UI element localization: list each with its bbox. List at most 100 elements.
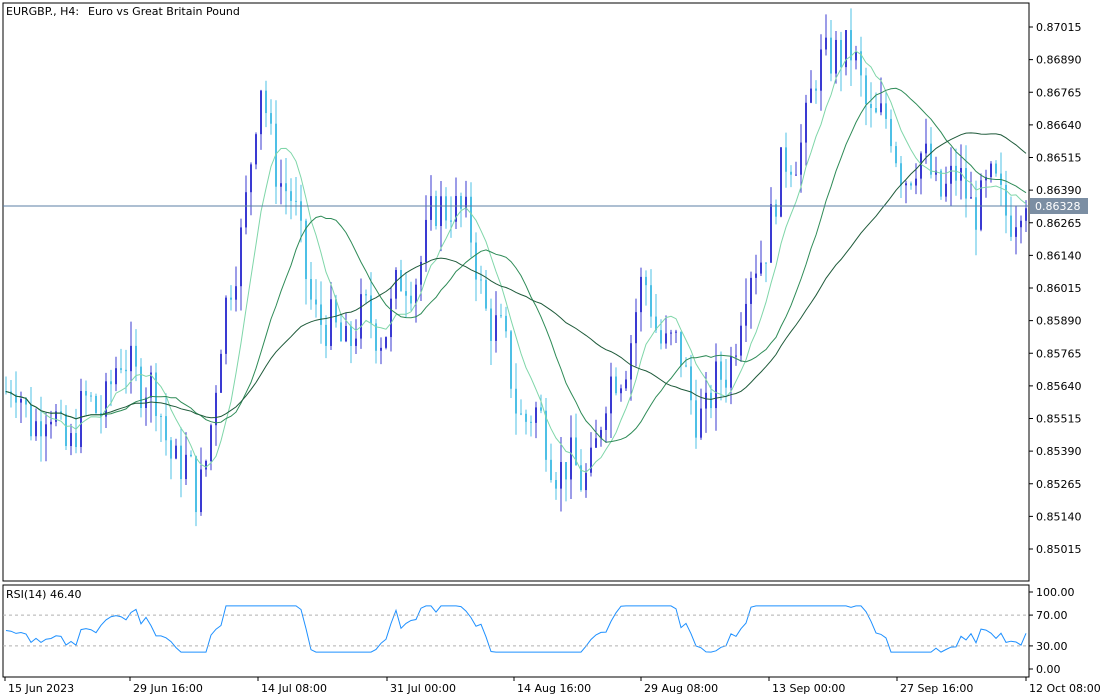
time-tick-label: 29 Aug 08:00 xyxy=(644,682,718,695)
rsi-tick-label: 70.00 xyxy=(1036,609,1068,622)
candle-body xyxy=(510,331,512,389)
candle-body xyxy=(965,168,967,199)
candle-body xyxy=(750,277,752,304)
candle-body xyxy=(990,163,992,178)
candle-body xyxy=(560,462,562,489)
price-tick-label: 0.85890 xyxy=(1036,315,1082,328)
candle-body xyxy=(585,472,587,491)
candle-body xyxy=(935,170,937,175)
candle-body xyxy=(915,178,917,186)
candle-body xyxy=(205,461,207,470)
candle-body xyxy=(400,270,402,292)
candle-body xyxy=(85,391,87,396)
candle-body xyxy=(45,424,47,437)
candle-body xyxy=(135,345,137,367)
candle-body xyxy=(150,372,152,398)
moving-average-line xyxy=(5,50,1027,473)
candle-body xyxy=(685,365,687,367)
rsi-line xyxy=(5,605,1027,653)
candle-body xyxy=(1025,208,1027,221)
candle-body xyxy=(855,51,857,61)
candle-body xyxy=(50,421,52,425)
candle-body xyxy=(20,399,22,403)
price-tick-label: 0.86390 xyxy=(1036,184,1082,197)
candle-body xyxy=(495,315,497,341)
candle-body xyxy=(365,294,367,296)
candle-body xyxy=(810,88,812,103)
candle-body xyxy=(520,413,522,415)
price-tick-label: 0.86890 xyxy=(1036,54,1082,67)
candle-body xyxy=(770,204,772,263)
candle-body xyxy=(725,379,727,388)
candle-body xyxy=(575,437,577,466)
candle-body xyxy=(610,376,612,414)
candle-body xyxy=(460,196,462,209)
candle-body xyxy=(800,142,802,175)
candle-body xyxy=(210,425,212,462)
candle-body xyxy=(190,454,192,457)
candle-body xyxy=(440,196,442,226)
candle-body xyxy=(805,102,807,143)
symbol-description: Euro vs Great Britain Pound xyxy=(88,5,240,18)
candle-body xyxy=(840,39,842,68)
candle-body xyxy=(595,438,597,448)
candle-body xyxy=(900,163,902,186)
current-price-value: 0.86328 xyxy=(1035,200,1081,213)
candle-body xyxy=(980,180,982,230)
time-tick-label: 27 Sep 16:00 xyxy=(900,682,973,695)
candle-body xyxy=(845,30,847,68)
candle-body xyxy=(215,392,217,426)
candle-body xyxy=(350,325,352,346)
candle-body xyxy=(115,368,117,385)
candle-body xyxy=(600,429,602,439)
symbol-label: EURGBP., H4: xyxy=(6,5,79,18)
candle-body xyxy=(420,261,422,285)
candle-body xyxy=(40,421,42,437)
candle-body xyxy=(680,331,682,366)
candle-body xyxy=(850,30,852,61)
candle-body xyxy=(455,196,457,222)
time-tick-label: 29 Jun 16:00 xyxy=(133,682,203,695)
candle-body xyxy=(165,416,167,441)
candle-body xyxy=(590,447,592,473)
candle-body xyxy=(260,90,262,135)
candle-body xyxy=(960,168,962,181)
candle-body xyxy=(920,153,922,179)
price-tick-label: 0.85015 xyxy=(1036,543,1082,556)
price-axis: 0.87015 0.86890 0.86765 0.86640 0.86515 0.863… xyxy=(1029,21,1082,556)
candle-body xyxy=(470,196,472,243)
candle-body xyxy=(465,196,467,209)
candle-body xyxy=(410,295,412,304)
price-tick-label: 0.86265 xyxy=(1036,217,1082,230)
price-tick-label: 0.85640 xyxy=(1036,380,1082,393)
candle-body xyxy=(280,183,282,187)
candle-body xyxy=(315,299,317,305)
candle-body xyxy=(255,134,257,165)
price-tick-label: 0.86515 xyxy=(1036,152,1082,165)
candle-body xyxy=(785,147,787,172)
candle-body xyxy=(570,437,572,480)
candle-body xyxy=(825,37,827,50)
candle-body xyxy=(320,304,322,325)
candle-body xyxy=(480,279,482,281)
candle-body xyxy=(270,113,272,124)
candle-body xyxy=(995,163,997,174)
candle-body xyxy=(985,177,987,181)
candle-body xyxy=(15,394,17,403)
candle-body xyxy=(950,165,952,184)
time-tick-label: 14 Aug 16:00 xyxy=(517,682,591,695)
candle-body xyxy=(835,39,837,74)
candle-body xyxy=(490,308,492,341)
candle-body xyxy=(540,407,542,411)
candle-body xyxy=(485,280,487,309)
candle-body xyxy=(705,392,707,409)
candle-body xyxy=(945,183,947,197)
rsi-tick-label: 0.00 xyxy=(1036,663,1061,676)
candle-body xyxy=(605,413,607,430)
candle-body xyxy=(715,361,717,409)
candle-body xyxy=(865,75,867,104)
candle-body xyxy=(975,197,977,230)
rsi-tick-label: 30.00 xyxy=(1036,640,1068,653)
candle-body xyxy=(250,164,252,193)
candle-body xyxy=(550,459,552,480)
